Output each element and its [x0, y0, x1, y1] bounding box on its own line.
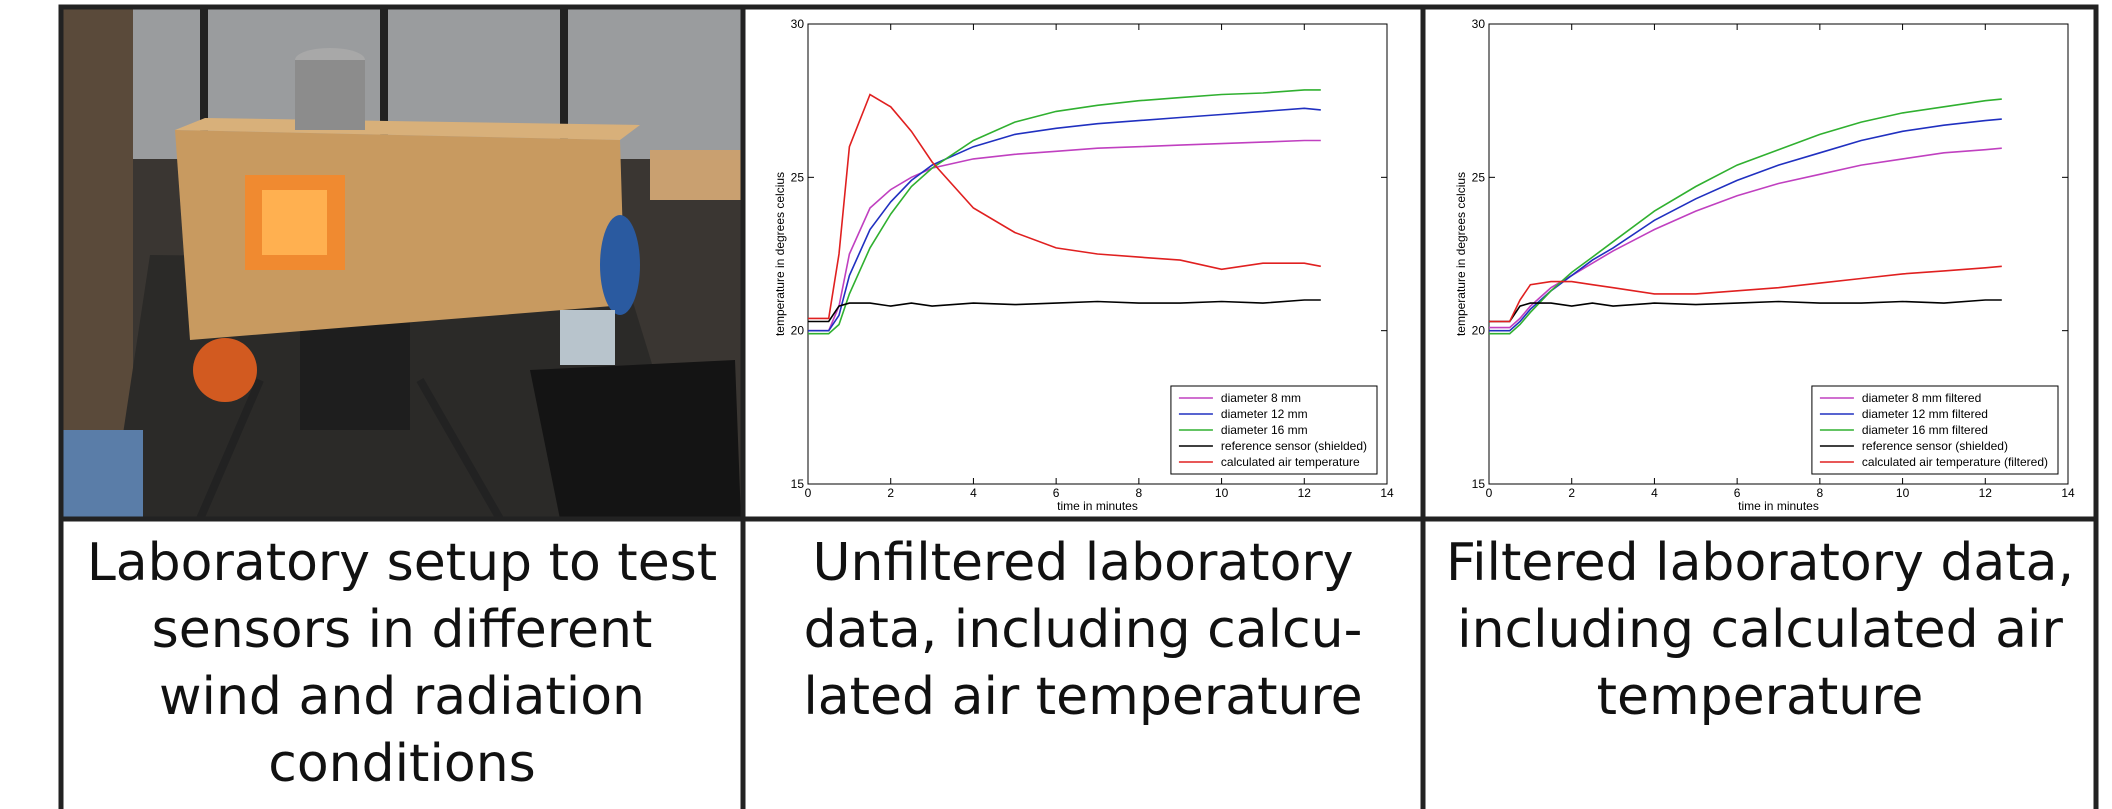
chart: 0 2 4 6 8 10 12 14 15 20 25 30 time in minutes temper… — [1454, 17, 2075, 513]
y-tick-label: 30 — [791, 17, 805, 31]
series-line — [1489, 299, 2002, 323]
x-tick-label: 2 — [1568, 486, 1575, 500]
legend: diameter 8 mm filtered diameter 12 mm fil… — [1811, 385, 2059, 475]
x-axis-label: time in minutes — [1738, 499, 1819, 513]
caption-line: conditions — [268, 734, 536, 794]
caption-line: temperature — [1597, 667, 1924, 727]
legend-label: reference sensor (shielded) — [1221, 439, 1367, 453]
x-tick-label: 0 — [805, 486, 812, 500]
x-tick-label: 4 — [970, 486, 977, 500]
x-tick-label: 0 — [1486, 486, 1493, 500]
caption-line: lated air temperature — [803, 667, 1362, 727]
series-line — [808, 107, 1321, 332]
caption-line: Filtered laboratory data, — [1446, 533, 2074, 593]
series-line — [1489, 98, 2002, 335]
series-line — [808, 89, 1321, 335]
caption-line: Unfiltered laboratory — [812, 533, 1353, 593]
chart: 0 2 4 6 8 10 12 14 15 20 25 30 time in minutes temper… — [773, 17, 1394, 513]
x-tick-label: 10 — [1215, 486, 1229, 500]
series-line — [808, 93, 1321, 320]
x-tick-label: 4 — [1651, 486, 1658, 500]
x-tick-label: 8 — [1136, 486, 1143, 500]
legend-label: diameter 12 mm — [1221, 407, 1308, 421]
x-tick-label: 14 — [1380, 486, 1394, 500]
legend-label: reference sensor (shielded) — [1862, 439, 2008, 453]
x-tick-label: 14 — [2061, 486, 2075, 500]
series-line — [1489, 118, 2002, 332]
caption-line: sensors in different — [152, 600, 653, 660]
x-axis-label: time in minutes — [1057, 499, 1138, 513]
caption-line: Laboratory setup to test — [87, 533, 717, 593]
legend-label: calculated air temperature (filtered) — [1862, 455, 2048, 469]
x-tick-label: 2 — [887, 486, 894, 500]
y-tick-label: 15 — [791, 477, 805, 491]
y-tick-label: 25 — [791, 170, 805, 184]
series-line — [808, 139, 1321, 332]
legend-label: diameter 8 mm — [1221, 391, 1301, 405]
y-axis-label: temperature in degrees celcius — [773, 172, 787, 336]
x-tick-label: 10 — [1896, 486, 1910, 500]
x-tick-label: 12 — [1979, 486, 1993, 500]
y-tick-label: 20 — [791, 324, 805, 338]
x-tick-label: 12 — [1298, 486, 1312, 500]
x-tick-label: 6 — [1053, 486, 1060, 500]
photo — [63, 9, 741, 521]
legend-label: diameter 8 mm filtered — [1862, 391, 1981, 405]
legend-label: diameter 16 mm filtered — [1862, 423, 1988, 437]
caption-line: data, including calcu- — [804, 600, 1363, 660]
y-tick-label: 30 — [1472, 17, 1486, 31]
y-tick-label: 20 — [1472, 324, 1486, 338]
legend-label: calculated air temperature — [1221, 455, 1360, 469]
frame — [58, 4, 2099, 809]
series-line — [808, 299, 1321, 323]
legend: diameter 8 mm diameter 12 mm diameter 16 m… — [1170, 385, 1378, 475]
series-line — [1489, 147, 2002, 329]
legend-label: diameter 12 mm filtered — [1862, 407, 1988, 421]
legend-label: diameter 16 mm — [1221, 423, 1308, 437]
y-axis-label: temperature in degrees celcius — [1454, 172, 1468, 336]
x-tick-label: 8 — [1817, 486, 1824, 500]
caption-line: including calculated air — [1457, 600, 2063, 660]
series-line — [1489, 265, 2002, 323]
caption-line: wind and radiation — [159, 667, 645, 727]
y-tick-label: 15 — [1472, 477, 1486, 491]
x-tick-label: 6 — [1734, 486, 1741, 500]
y-tick-label: 25 — [1472, 170, 1486, 184]
